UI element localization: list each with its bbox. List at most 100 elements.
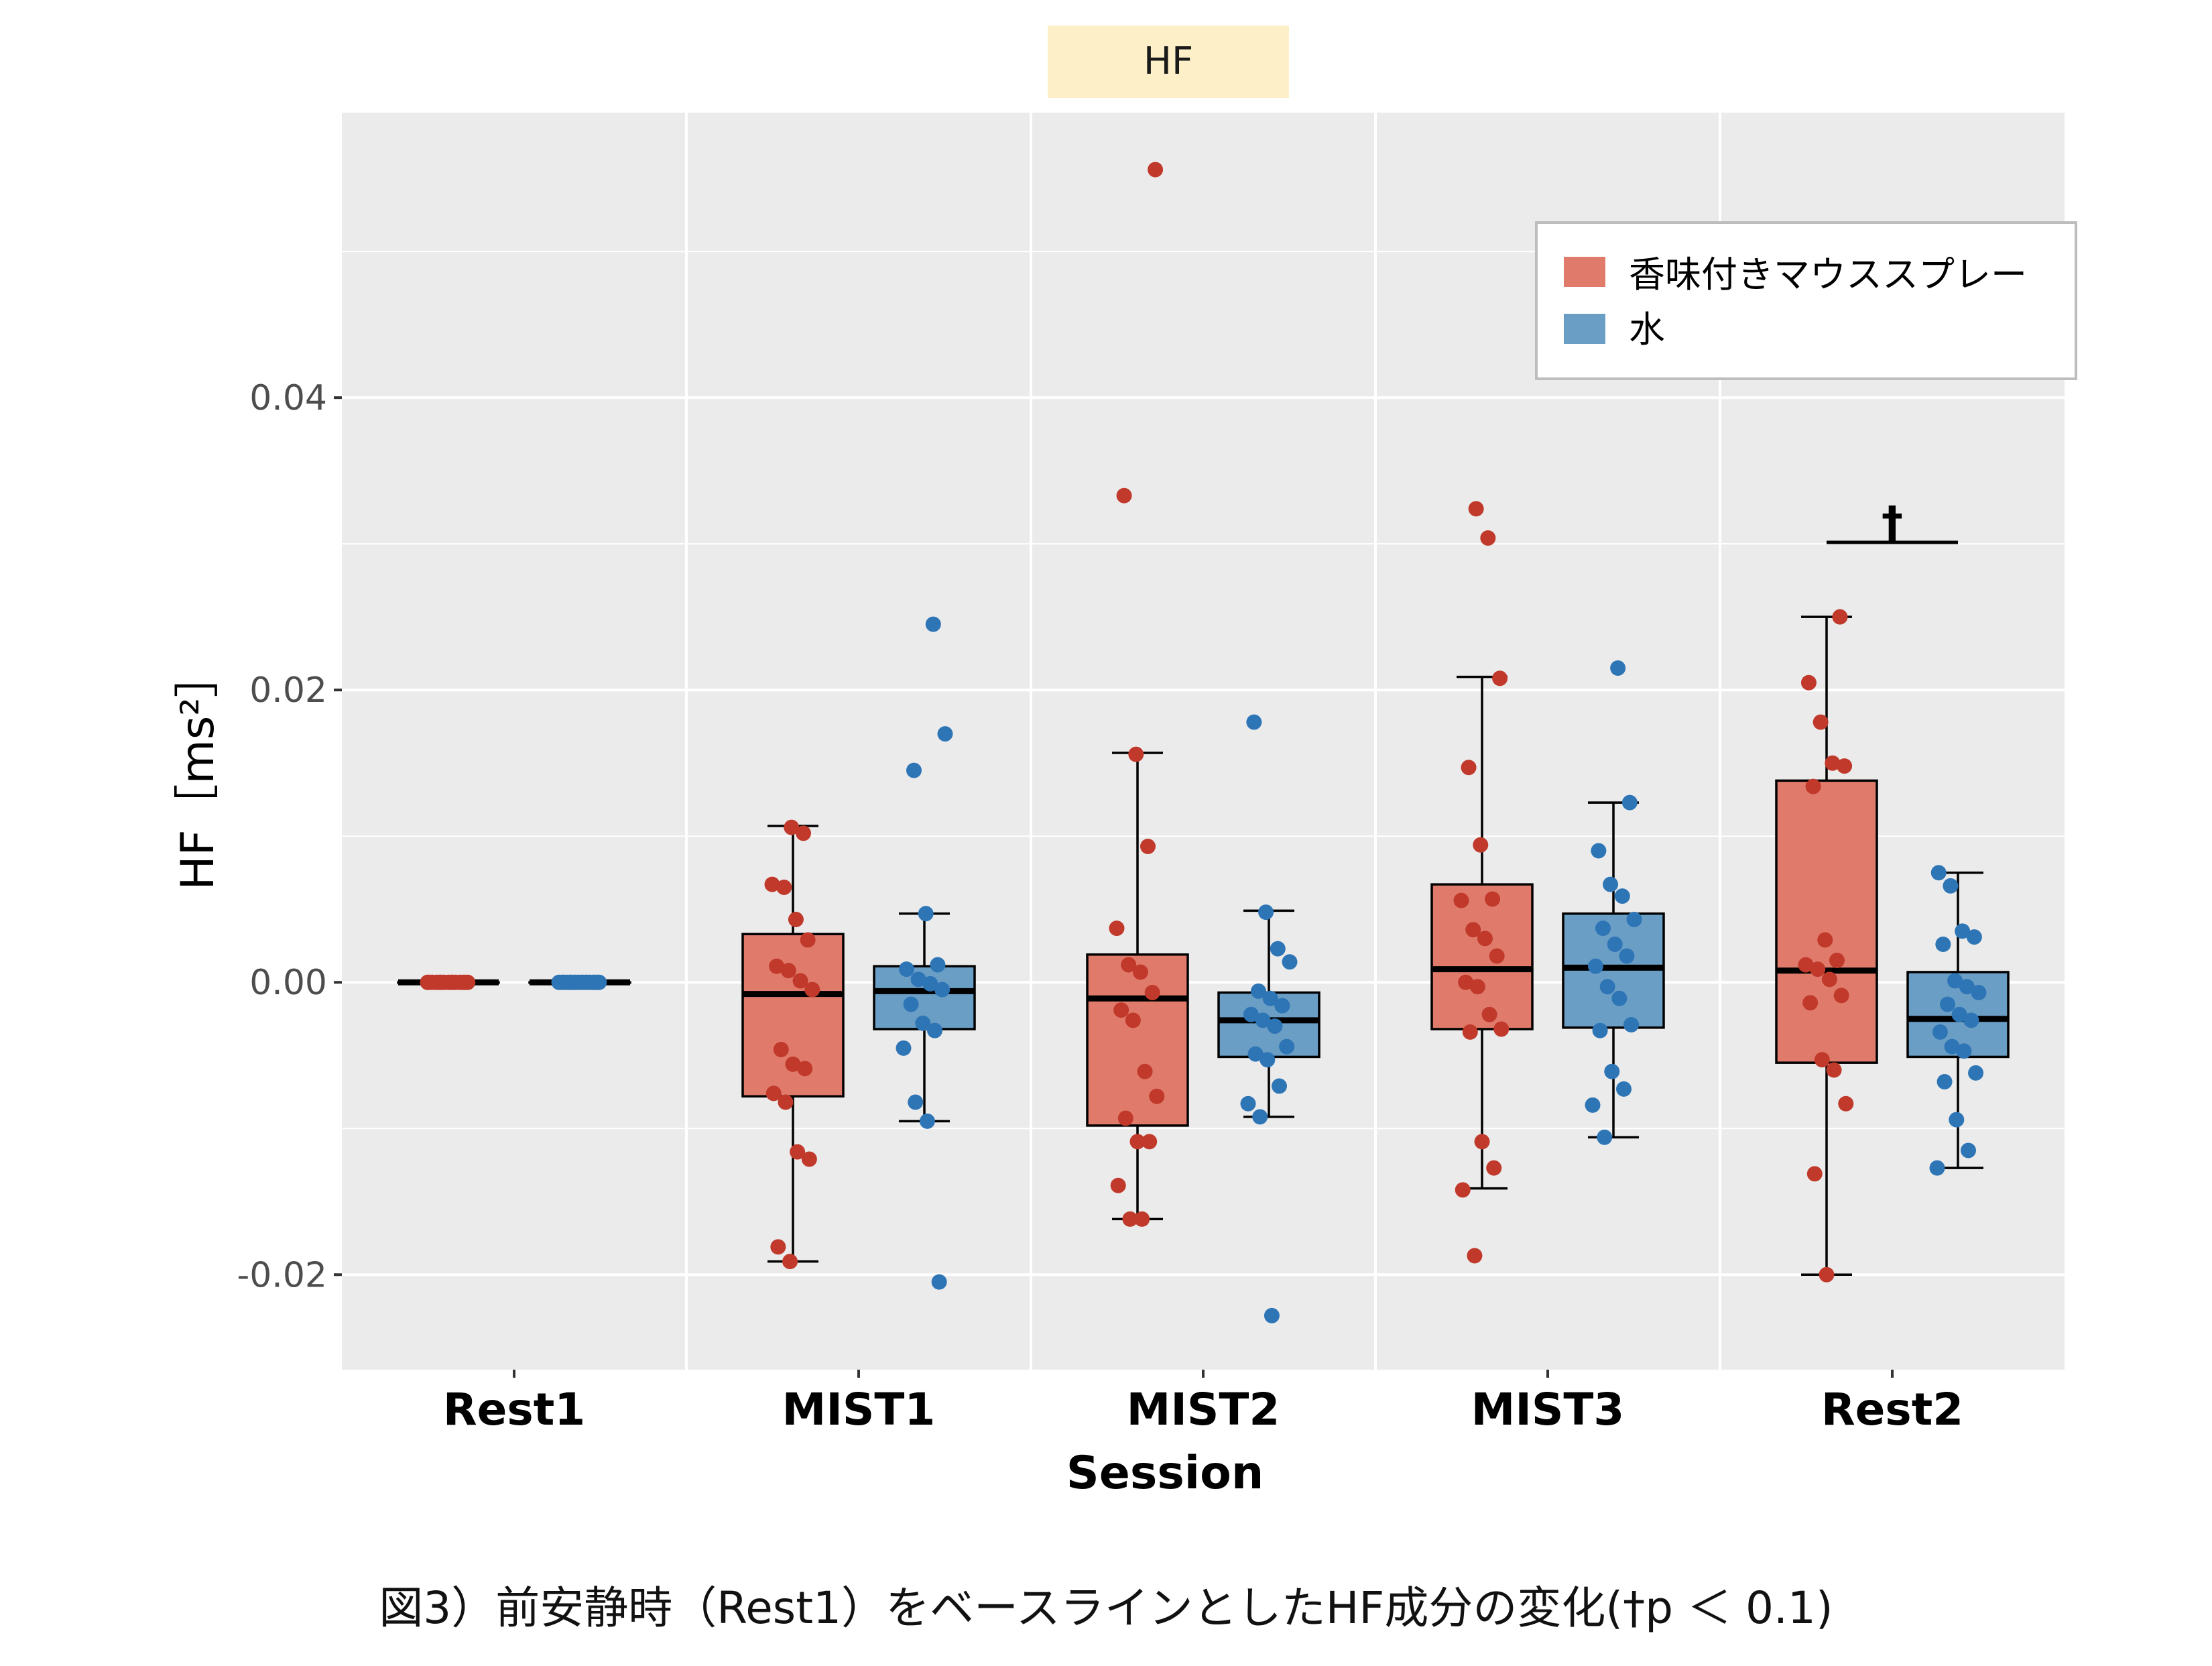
data-point [1838, 1095, 1854, 1112]
data-point [1116, 487, 1132, 503]
data-point [1480, 530, 1496, 546]
data-point [918, 906, 934, 922]
data-point [1492, 670, 1508, 687]
data-point [1611, 990, 1627, 1006]
x-tick-label: MIST1 [782, 1384, 936, 1435]
legend-label-series1: 香味付きマウススプレー [1629, 253, 2027, 296]
data-point [937, 726, 953, 742]
data-point [1243, 1006, 1259, 1022]
data-point [1122, 1211, 1138, 1227]
legend-label-series2: 水 [1629, 308, 1665, 351]
data-point [1814, 1052, 1830, 1068]
data-point [1833, 988, 1849, 1004]
data-point [1148, 162, 1164, 178]
data-point [1493, 1021, 1510, 1037]
data-point [1961, 1142, 1976, 1158]
data-point [792, 973, 808, 989]
data-point [556, 974, 572, 990]
data-point [1829, 953, 1845, 969]
data-point [1597, 1129, 1613, 1145]
y-tick-label: 0.02 [249, 670, 327, 711]
data-point [1956, 1043, 1972, 1059]
data-point [931, 1274, 947, 1290]
data-point [1282, 954, 1298, 970]
data-point [1258, 904, 1274, 920]
x-axis: Rest1 MIST1 MIST2 MIST3 Rest2 [443, 1370, 1963, 1435]
data-point [785, 1056, 801, 1072]
data-point [1817, 932, 1833, 948]
data-point [1125, 1012, 1141, 1028]
data-point [790, 1144, 806, 1160]
data-point [788, 911, 804, 927]
data-point [1610, 660, 1626, 676]
data-point [1802, 995, 1819, 1011]
legend-key-series1 [1564, 257, 1605, 287]
data-point [1935, 937, 1951, 953]
data-point [1132, 964, 1148, 980]
data-point [910, 971, 926, 988]
data-point [1270, 941, 1286, 957]
data-point [433, 974, 449, 990]
data-point [1837, 758, 1853, 774]
data-point [1626, 911, 1642, 927]
data-point [1247, 1046, 1264, 1062]
data-point [1623, 1016, 1640, 1032]
data-point [1455, 1182, 1471, 1198]
data-point [765, 1085, 782, 1102]
data-point [784, 819, 800, 835]
data-point [1109, 920, 1125, 937]
data-point [906, 762, 922, 778]
boxes-layer [397, 615, 2010, 1276]
data-point [1140, 838, 1156, 854]
x-tick-label: Rest1 [443, 1384, 585, 1435]
data-point [1481, 1006, 1497, 1022]
data-point [908, 1094, 924, 1110]
data-point [1453, 892, 1469, 908]
data-point [1971, 985, 1987, 1000]
data-point [1937, 1073, 1953, 1089]
data-point [1477, 931, 1493, 947]
data-point [1489, 948, 1505, 964]
data-point [1592, 1022, 1608, 1038]
data-point [1959, 979, 1975, 995]
legend-box [1535, 221, 2077, 380]
data-point [1255, 1012, 1271, 1028]
data-point [1246, 714, 1262, 730]
data-point [1800, 674, 1817, 691]
data-point [1591, 843, 1607, 859]
data-point [764, 876, 780, 892]
facet-title: HF [1144, 40, 1193, 83]
data-point [1963, 1012, 1979, 1028]
data-point [1810, 961, 1826, 977]
y-tick-label: 0.00 [249, 963, 327, 1003]
data-point [1821, 971, 1837, 988]
data-point [1951, 1006, 1967, 1022]
data-point [1474, 1134, 1490, 1150]
data-point [1117, 1110, 1133, 1126]
data-point [567, 974, 583, 990]
data-point [1599, 979, 1615, 995]
data-point [1485, 891, 1500, 907]
data-point [919, 1113, 935, 1129]
data-point [780, 963, 796, 979]
data-point [1467, 1248, 1483, 1264]
data-point [1930, 865, 1947, 881]
data-point [1805, 778, 1821, 794]
data-point [796, 825, 811, 841]
data-point [1113, 1002, 1129, 1018]
minor-gridlines [342, 251, 2065, 1130]
significance-dagger: † [1882, 498, 1903, 548]
data-point [1595, 920, 1611, 937]
data-point [804, 981, 820, 998]
data-point [1264, 1307, 1280, 1323]
data-point [1461, 760, 1477, 776]
y-axis-title: HF［ms²］ [172, 652, 225, 890]
data-point [1968, 1065, 1984, 1081]
data-point [1944, 1038, 1960, 1055]
data-point [930, 957, 946, 973]
data-point [1469, 979, 1485, 995]
data-point [1798, 957, 1814, 973]
data-point [456, 974, 473, 990]
data-point [915, 1015, 931, 1031]
